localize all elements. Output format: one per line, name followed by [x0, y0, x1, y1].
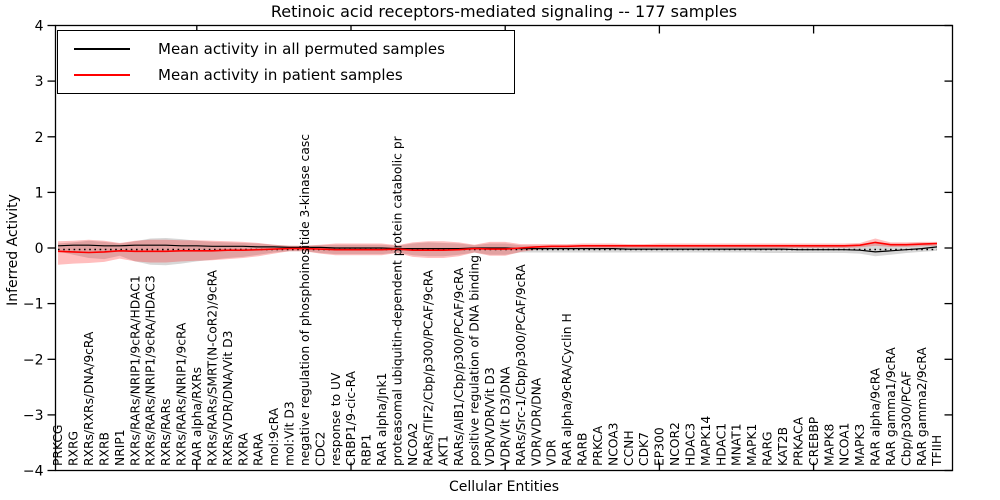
x-category-label: NCOA3 — [606, 423, 620, 466]
patient-mean-line — [57, 241, 938, 254]
x-category-label: RXRs/RARs/NRIP1/9cRA/HDAC1 — [128, 275, 142, 466]
x-category-label: MAPK8 — [822, 424, 836, 466]
y-tick-label: −1 — [23, 297, 44, 313]
x-category-label: NRIP1 — [113, 429, 127, 466]
x-category-label: MAPK14 — [699, 416, 713, 466]
x-category-label: RARs/TIF2/Cbp/p300/PCAF/9cRA — [421, 269, 435, 466]
x-category-label: RAR alpha/9cRA/Cyclin H — [560, 313, 574, 466]
y-tick-label: 0 — [35, 241, 44, 257]
x-category-label: AKT1 — [437, 435, 451, 466]
legend-entry-permuted: Mean activity in all permuted samples — [58, 40, 514, 58]
x-category-label: CDC2 — [313, 432, 327, 466]
x-category-label: MAPK1 — [745, 424, 759, 466]
x-category-label: response to UV — [329, 372, 343, 466]
patient-line-swatch — [74, 74, 130, 77]
x-category-label: HDAC3 — [684, 423, 698, 466]
x-category-label: RXRs/RARs/NRIP1/9cRA/HDAC3 — [144, 275, 158, 466]
x-category-label: CDK7 — [637, 432, 651, 466]
x-category-label: MAPK3 — [853, 424, 867, 466]
x-category-label: proteasomal ubiquitin-dependent protein … — [391, 135, 405, 466]
x-category-label: RARs/Src-1/Cbp/p300/PCAF/9cRA — [514, 264, 528, 466]
x-category-label: CCNH — [622, 430, 636, 466]
x-category-label: RAR gamma2/9cRA — [915, 347, 929, 466]
y-tick-label: 1 — [35, 185, 44, 201]
x-category-label: VDR/VDR/Vit D3 — [483, 367, 497, 466]
x-category-label: RAR alpha/Jnk1 — [375, 372, 389, 466]
legend-label-patient: Mean activity in patient samples — [158, 66, 403, 85]
x-category-label: MNAT1 — [730, 423, 744, 466]
chart-title: Retinoic acid receptors-mediated signali… — [270, 2, 738, 21]
x-category-label: RXRs/RARs/SMRT(N-CoR2)/9cRA — [205, 269, 219, 466]
x-category-label: NCOA2 — [406, 423, 420, 466]
x-category-label: RAR alpha/RXRs — [190, 367, 204, 466]
x-category-label: RBP1 — [360, 434, 374, 466]
x-category-label: RARA — [252, 432, 266, 466]
x-axis-title: Cellular Entities — [448, 479, 560, 495]
y-tick-label: 2 — [35, 130, 44, 146]
x-category-label: PRKACA — [791, 416, 805, 466]
legend-label-permuted: Mean activity in all permuted samples — [158, 39, 445, 58]
x-category-label: KAT2B — [776, 427, 790, 466]
x-category-label: RXRs/RXRs/DNA/9cRA — [82, 331, 96, 466]
y-tick-label: 4 — [35, 19, 44, 35]
y-tick-label: 3 — [35, 74, 44, 90]
x-category-label: NCOR2 — [668, 422, 682, 466]
x-category-label: RAR alpha/9cRA — [869, 367, 883, 466]
y-axis-title: Inferred Activity — [0, 0, 26, 500]
x-category-label: EP300 — [653, 427, 667, 466]
legend-entry-patient: Mean activity in patient samples — [58, 66, 514, 84]
permuted-std-band — [58, 238, 937, 266]
y-tick-label: −4 — [23, 464, 44, 480]
x-category-label: PRKCA — [591, 425, 605, 466]
x-category-label: RXRB — [98, 432, 112, 466]
y-tick-label: −2 — [23, 352, 44, 368]
x-category-label: RARG — [761, 431, 775, 466]
x-category-label: RXRG — [67, 431, 81, 466]
x-category-label: RXRs/RARs/NRIP1/9cRA — [175, 322, 189, 466]
x-category-label: TFIIH — [930, 435, 944, 467]
permuted-line-swatch — [74, 47, 130, 50]
x-category-label: RAR gamma1/9cRA — [884, 347, 898, 466]
y-tick-label: −3 — [23, 408, 44, 424]
x-category-label: negative regulation of phosphoinositide … — [298, 134, 312, 466]
x-category-label: CRBP1/9-cic-RA — [344, 370, 358, 466]
x-category-label: RXRs/RARs — [159, 399, 173, 466]
x-category-label: RXRA — [236, 432, 250, 466]
x-category-label: HDAC1 — [714, 423, 728, 466]
y-axis-title-text: Inferred Activity — [5, 194, 21, 306]
x-category-label: RXRs/VDR/DNA/Vit D3 — [221, 331, 235, 466]
x-category-label: mol:Vit D3 — [283, 401, 297, 466]
x-category-label: VDR/VDR/DNA — [529, 377, 543, 466]
x-category-label: RARs/AIB1/Cbp/p300/PCAF/9cRA — [452, 267, 466, 466]
x-category-label: VDR/Vit D3/DNA — [498, 366, 512, 466]
x-category-label: PRKCG — [51, 425, 65, 466]
x-category-label: mol:9cRA — [267, 407, 281, 466]
x-category-label: positive regulation of DNA binding — [468, 255, 482, 466]
x-category-label: Cbp/p300/PCAF — [899, 371, 913, 466]
x-category-label: NCOA1 — [838, 423, 852, 466]
permuted-mean-line — [57, 244, 938, 253]
x-category-label: CREBBP — [807, 417, 821, 466]
legend: Mean activity in all permuted samples Me… — [57, 30, 515, 94]
x-category-label: RARB — [576, 433, 590, 466]
x-category-label: VDR — [545, 439, 559, 466]
